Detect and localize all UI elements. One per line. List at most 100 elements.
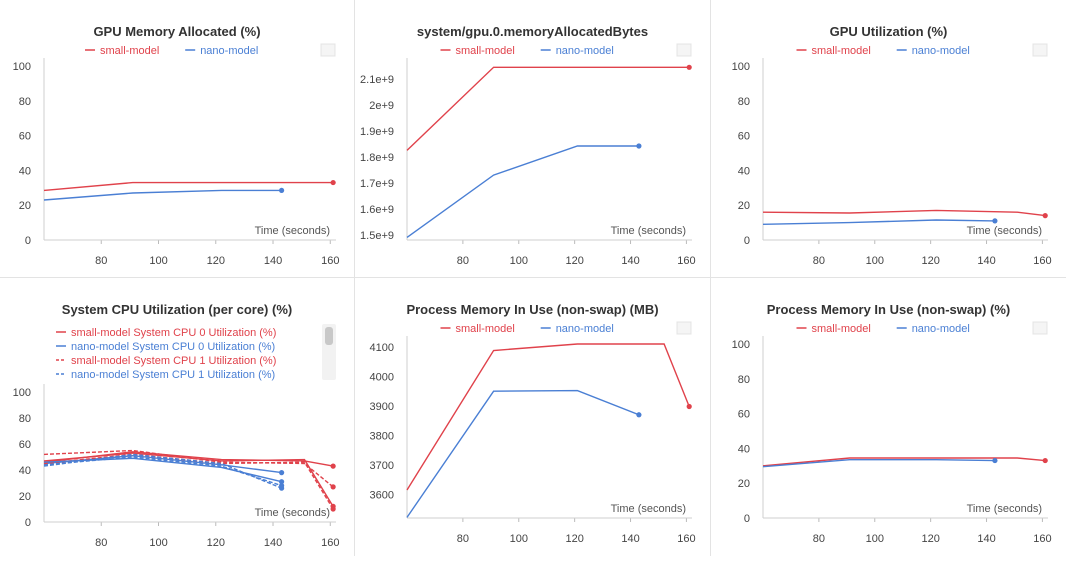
x-tick-label: 160: [1033, 255, 1051, 267]
x-axis-label: Time (seconds): [967, 225, 1042, 237]
series-line: [762, 457, 1046, 467]
legend-item[interactable]: nano-model: [540, 323, 614, 335]
chart-svg: GPU Memory Allocated (%) small-model nano-…: [13, 24, 340, 267]
legend-toggle-button[interactable]: [676, 43, 692, 57]
legend-item[interactable]: small-model: [440, 323, 515, 335]
chart-title: GPU Memory Allocated (%): [93, 24, 260, 39]
x-tick-label: 140: [977, 255, 995, 267]
x-tick-label: 120: [565, 533, 583, 545]
series-line: [406, 389, 640, 518]
series-end-point: [686, 403, 692, 410]
series-line: [762, 219, 995, 225]
x-tick-label: 100: [149, 537, 167, 549]
y-tick-label: 20: [738, 478, 750, 490]
legend-item[interactable]: small-model: [440, 45, 515, 57]
legend-item[interactable]: small-model: [796, 323, 871, 335]
y-tick-label: 60: [19, 439, 31, 451]
x-tick-label: 80: [95, 537, 107, 549]
y-tick-label: 3700: [370, 460, 394, 472]
series-line: [406, 66, 690, 151]
legend-label: nano-model: [912, 323, 970, 335]
y-tick-label: 100: [13, 61, 31, 73]
series-end-point: [330, 179, 336, 186]
chart-panel-process-memory-pct[interactable]: Process Memory In Use (non-swap) (%) smal…: [711, 278, 1066, 556]
legend-item[interactable]: small-model: [85, 45, 159, 57]
chart-title: System CPU Utilization (per core) (%): [62, 302, 292, 317]
y-tick-label: 1.9e+9: [360, 126, 394, 138]
x-tick-label: 100: [510, 533, 528, 545]
legend-toggle-button[interactable]: [1032, 321, 1048, 335]
legend-toggle-button[interactable]: [676, 321, 692, 335]
series-end-point: [636, 143, 642, 149]
series-end-point: [279, 479, 285, 485]
legend-label: nano-model System CPU 0 Utilization (%): [71, 341, 275, 353]
legend-item[interactable]: nano-model: [185, 45, 258, 57]
x-tick-label: 100: [866, 255, 884, 267]
y-tick-label: 0: [744, 513, 750, 525]
y-tick-label: 0: [25, 235, 31, 247]
series-line: [762, 209, 1046, 217]
chart-panel-system-cpu[interactable]: System CPU Utilization (per core) (%) sma…: [0, 278, 354, 556]
legend-label: small-model System CPU 0 Utilization (%): [71, 327, 276, 339]
legend-item[interactable]: small-model: [796, 45, 871, 57]
legend-item[interactable]: nano-model: [540, 45, 614, 57]
series-line: [43, 453, 334, 510]
y-tick-label: 3900: [370, 401, 394, 413]
legend-item[interactable]: nano-model System CPU 0 Utilization (%): [56, 341, 275, 353]
legend-toggle-button[interactable]: [1032, 43, 1048, 57]
y-tick-label: 80: [19, 96, 31, 108]
chart-panel-gpu-memory-bytes[interactable]: system/gpu.0.memoryAllocatedBytes small-m…: [355, 0, 710, 277]
legend-item[interactable]: nano-model: [896, 45, 970, 57]
legend-item[interactable]: nano-model System CPU 1 Utilization (%): [56, 369, 275, 381]
series-line: [406, 343, 690, 491]
chart-svg: system/gpu.0.memoryAllocatedBytes small-m…: [360, 24, 696, 267]
series-end-point: [686, 64, 692, 70]
y-tick-label: 2e+9: [369, 100, 394, 112]
y-tick-label: 60: [738, 409, 750, 421]
chart-panel-gpu-memory-allocated[interactable]: GPU Memory Allocated (%) small-model nano-…: [0, 0, 354, 277]
chart-panel-process-memory-mb[interactable]: Process Memory In Use (non-swap) (MB) sma…: [355, 278, 710, 556]
chart-title: GPU Utilization (%): [830, 24, 948, 39]
chart-title: system/gpu.0.memoryAllocatedBytes: [417, 24, 648, 39]
y-tick-label: 100: [732, 339, 750, 351]
series-end-point: [279, 485, 285, 491]
y-tick-label: 2.1e+9: [360, 74, 394, 86]
chart-svg: GPU Utilization (%) small-model nano-model…: [732, 24, 1052, 267]
legend-item[interactable]: small-model System CPU 0 Utilization (%): [56, 327, 276, 339]
x-tick-label: 80: [457, 533, 469, 545]
series-end-point: [992, 457, 998, 464]
series-line: [43, 189, 282, 201]
series-line: [43, 449, 334, 488]
legend-scrollbar[interactable]: [322, 324, 336, 380]
x-tick-label: 100: [149, 255, 167, 267]
legend-label: nano-model System CPU 1 Utilization (%): [71, 369, 275, 381]
y-tick-label: 40: [19, 465, 31, 477]
y-tick-label: 0: [744, 235, 750, 247]
series-end-point: [1042, 213, 1048, 219]
column-divider: [354, 0, 355, 556]
series-line: [43, 453, 282, 489]
x-tick-label: 80: [813, 533, 825, 545]
legend-label: small-model: [100, 45, 159, 57]
legend-toggle-button[interactable]: [320, 43, 336, 57]
legend-item[interactable]: small-model System CPU 1 Utilization (%): [56, 355, 276, 367]
series-line: [43, 181, 334, 192]
series-end-point: [279, 470, 285, 476]
legend-label: nano-model: [200, 45, 258, 57]
scrollbar-thumb[interactable]: [325, 327, 333, 345]
x-tick-label: 80: [457, 255, 469, 267]
x-tick-label: 80: [95, 255, 107, 267]
series-line: [43, 452, 334, 507]
x-tick-label: 140: [621, 533, 639, 545]
y-tick-label: 3800: [370, 430, 394, 442]
x-axis-label: Time (seconds): [255, 507, 330, 519]
legend-item[interactable]: nano-model: [896, 323, 970, 335]
series-line: [43, 457, 282, 483]
legend-label: nano-model: [556, 323, 614, 335]
x-axis-label: Time (seconds): [967, 503, 1042, 515]
chart-panel-gpu-utilization[interactable]: GPU Utilization (%) small-model nano-model…: [711, 0, 1066, 277]
x-tick-label: 140: [621, 255, 639, 267]
x-tick-label: 160: [321, 255, 339, 267]
y-tick-label: 100: [732, 61, 750, 73]
series-end-point: [330, 463, 336, 469]
